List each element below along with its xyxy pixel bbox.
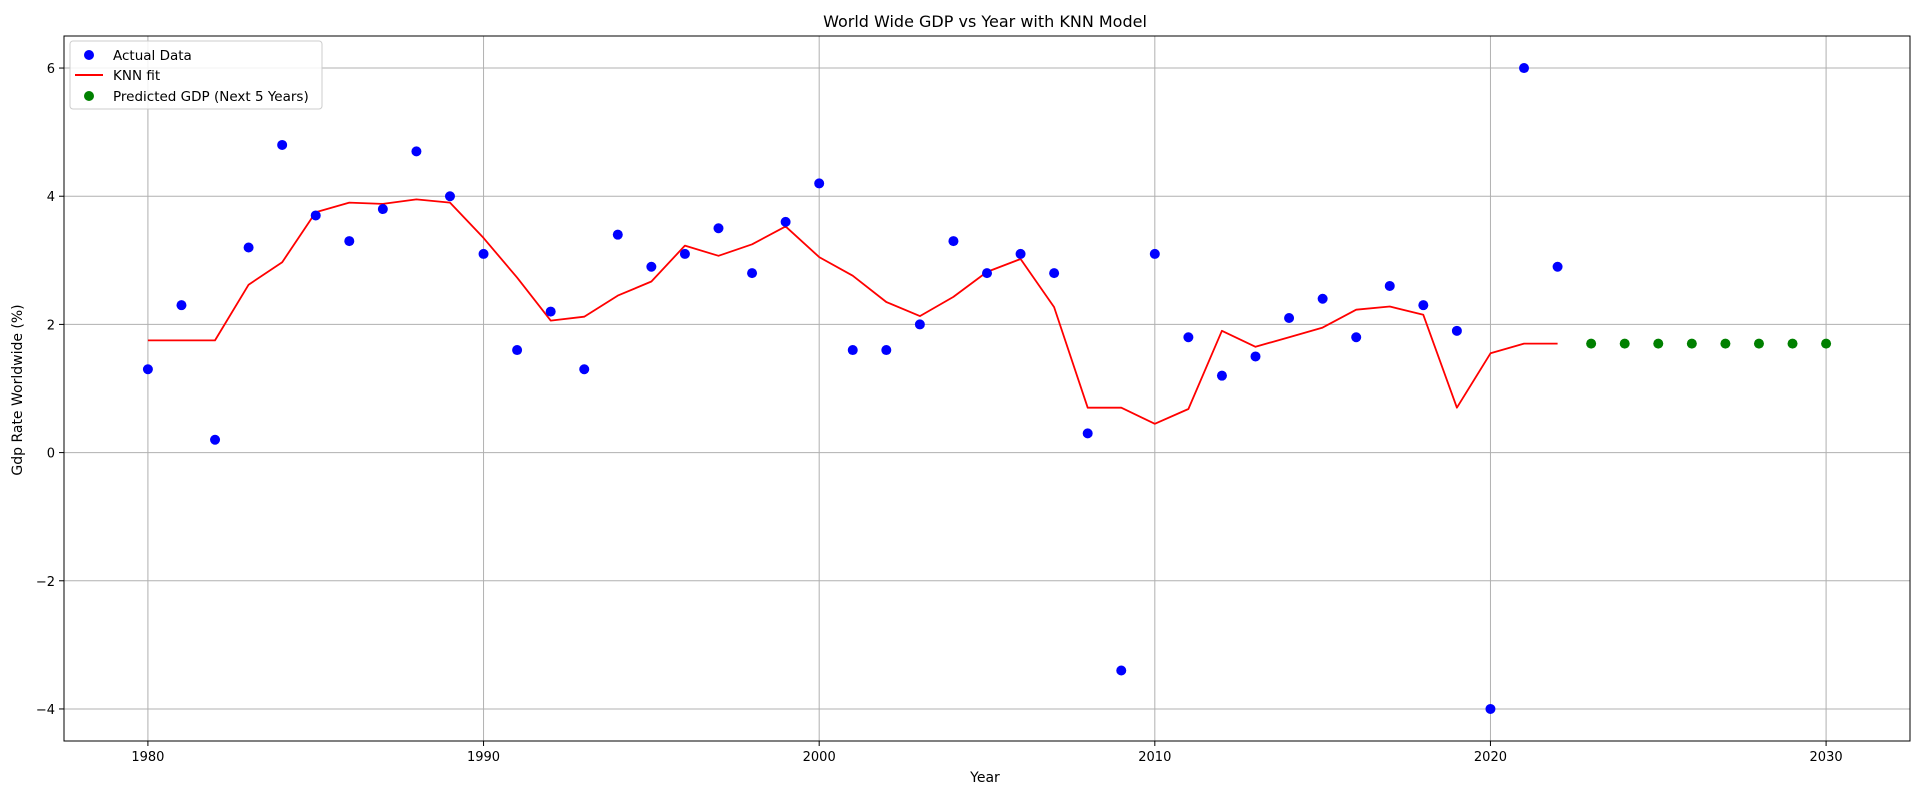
actual-data-point (982, 268, 992, 279)
actual-data-point (310, 210, 321, 221)
series (142, 63, 1832, 714)
actual-data-point (1485, 703, 1496, 714)
actual-data-point (344, 236, 355, 247)
x-axis-label: Year (969, 770, 1000, 786)
x-tick-label: 2010 (1138, 750, 1171, 765)
predicted-gdp-point (1619, 338, 1630, 349)
x-tick-label: 1990 (467, 750, 500, 765)
predicted-gdp-point (1653, 338, 1664, 349)
actual-data-point (780, 216, 791, 227)
knn-fit-line (147, 198, 1558, 425)
actual-data-point (1552, 261, 1563, 272)
actual-data-point (142, 364, 153, 375)
axes: 1980 1990 2000 2010 2020 2030 −4 −2 0 2 4 6 (36, 35, 1911, 765)
legend-box (69, 40, 323, 110)
actual-data-point (814, 178, 825, 189)
x-tick-label: 2000 (803, 750, 836, 765)
y-tick-label: 4 (47, 190, 55, 205)
actual-data-point (1284, 313, 1295, 323)
legend-label-predicted-gdp: Predicted GDP (Next 5 Years) (113, 89, 309, 105)
y-tick-label: −4 (36, 703, 55, 718)
actual-data-point (411, 146, 422, 157)
actual-data-point (1082, 428, 1093, 439)
actual-data-point (444, 191, 455, 202)
y-tick-label: 0 (47, 447, 55, 462)
actual-data-point (545, 306, 556, 317)
actual-data-point (1418, 300, 1429, 311)
actual-data-point (1451, 325, 1462, 336)
actual-data-point (512, 345, 523, 356)
actual-data-point (1351, 332, 1362, 343)
y-axis-label: Gdp Rate Worldwide (%) (10, 304, 26, 475)
legend-label-knn-fit: KNN fit (113, 68, 160, 84)
legend: Actual Data KNN fit Predicted GDP (Next … (69, 40, 323, 110)
actual-data-point (847, 345, 858, 356)
predicted-gdp-point (1821, 338, 1832, 349)
x-tick-label: 2030 (1810, 750, 1843, 765)
actual-data-point (579, 364, 590, 375)
actual-data-point (679, 248, 690, 259)
actual-data-point (1116, 665, 1127, 676)
legend-label-actual-data: Actual Data (113, 48, 192, 64)
actual-data-point (1015, 248, 1026, 259)
actual-data-point (1317, 293, 1328, 304)
predicted-gdp-point (1753, 338, 1764, 349)
actual-data-point (1149, 248, 1160, 259)
actual-data-point (1519, 63, 1530, 74)
actual-data-point (243, 242, 254, 253)
actual-data-point (948, 236, 959, 247)
actual-data-point (612, 229, 623, 240)
actual-data-point (914, 319, 925, 330)
actual-data-point (1384, 280, 1395, 291)
chart-title: World Wide GDP vs Year with KNN Model (823, 12, 1147, 31)
actual-data-point (478, 248, 489, 259)
actual-data-point (210, 434, 221, 445)
x-tick-label: 2020 (1474, 750, 1507, 765)
predicted-gdp-point (1787, 338, 1798, 349)
predicted-gdp-point (1586, 338, 1597, 349)
x-tick-label: 1980 (131, 750, 164, 765)
actual-data-point (1183, 332, 1194, 343)
legend-marker-actual-data (84, 50, 94, 60)
actual-data-point (1250, 351, 1261, 362)
actual-data-point (747, 268, 758, 279)
actual-data-point (377, 204, 388, 215)
actual-data-point (277, 139, 288, 150)
predicted-gdp-point (1720, 338, 1731, 349)
actual-data-point (646, 261, 657, 272)
actual-data-point (881, 345, 892, 356)
y-tick-label: 6 (47, 62, 55, 77)
y-tick-label: −2 (36, 575, 55, 590)
actual-data-point (1049, 268, 1060, 279)
legend-marker-predicted-gdp (84, 91, 94, 101)
plot-frame (63, 35, 1911, 742)
actual-data-point (713, 223, 724, 234)
actual-data-point (176, 300, 187, 311)
y-tick-label: 2 (47, 318, 55, 333)
actual-data-point (1216, 370, 1227, 381)
predicted-gdp-point (1686, 338, 1697, 349)
grid (64, 36, 1910, 741)
